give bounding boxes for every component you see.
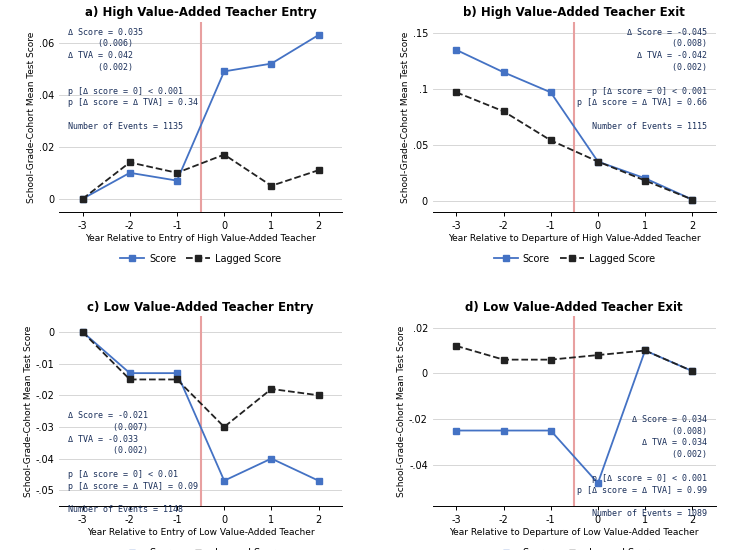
X-axis label: Year Relative to Departure of High Value-Added Teacher: Year Relative to Departure of High Value… bbox=[448, 234, 700, 243]
Title: d) Low Value-Added Teacher Exit: d) Low Value-Added Teacher Exit bbox=[466, 301, 683, 314]
Text: Δ Score = -0.021
         (0.007)
Δ TVA = -0.033
         (0.002)

p [Δ score = : Δ Score = -0.021 (0.007) Δ TVA = -0.033 … bbox=[68, 411, 198, 514]
Text: Δ Score = 0.034
      (0.008)
Δ TVA = 0.034
      (0.002)

p [Δ score = 0] < 0.0: Δ Score = 0.034 (0.008) Δ TVA = 0.034 (0… bbox=[577, 415, 707, 518]
Title: b) High Value-Added Teacher Exit: b) High Value-Added Teacher Exit bbox=[463, 7, 686, 19]
Text: Δ Score = -0.045
         (0.008)
Δ TVA = -0.042
         (0.002)

p [Δ score = : Δ Score = -0.045 (0.008) Δ TVA = -0.042 … bbox=[577, 28, 707, 131]
Legend: Score, Lagged Score: Score, Lagged Score bbox=[116, 544, 285, 550]
X-axis label: Year Relative to Departure of Low Value-Added Teacher: Year Relative to Departure of Low Value-… bbox=[449, 528, 699, 537]
Y-axis label: School-Grade-Cohort Mean Test Score: School-Grade-Cohort Mean Test Score bbox=[27, 31, 36, 202]
Y-axis label: School-Grade-Cohort Mean Test Score: School-Grade-Cohort Mean Test Score bbox=[397, 326, 406, 497]
X-axis label: Year Relative to Entry of Low Value-Added Teacher: Year Relative to Entry of Low Value-Adde… bbox=[87, 528, 314, 537]
Legend: Score, Lagged Score: Score, Lagged Score bbox=[490, 544, 659, 550]
Y-axis label: School-Grade-Cohort Mean Test Score: School-Grade-Cohort Mean Test Score bbox=[24, 326, 32, 497]
Title: c) Low Value-Added Teacher Entry: c) Low Value-Added Teacher Entry bbox=[87, 301, 314, 314]
Title: a) High Value-Added Teacher Entry: a) High Value-Added Teacher Entry bbox=[85, 7, 317, 19]
Y-axis label: School-Grade-Cohort Mean Test Score: School-Grade-Cohort Mean Test Score bbox=[401, 31, 410, 202]
X-axis label: Year Relative to Entry of High Value-Added Teacher: Year Relative to Entry of High Value-Add… bbox=[85, 234, 316, 243]
Legend: Score, Lagged Score: Score, Lagged Score bbox=[490, 250, 659, 268]
Legend: Score, Lagged Score: Score, Lagged Score bbox=[116, 250, 285, 268]
Text: Δ Score = 0.035
      (0.006)
Δ TVA = 0.042
      (0.002)

p [Δ score = 0] < 0.0: Δ Score = 0.035 (0.006) Δ TVA = 0.042 (0… bbox=[68, 28, 198, 131]
